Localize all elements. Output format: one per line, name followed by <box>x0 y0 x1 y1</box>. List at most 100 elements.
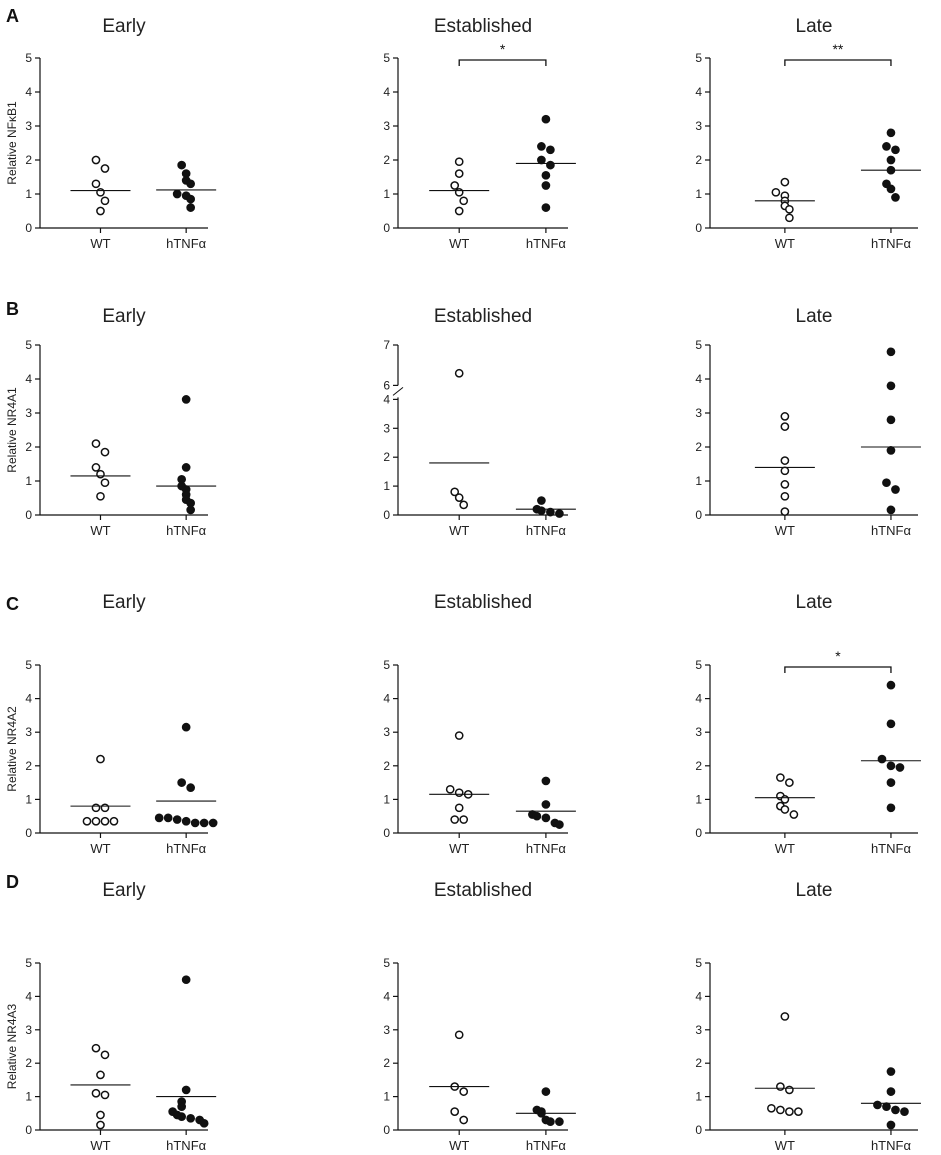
x-category-label: WT <box>90 841 110 856</box>
data-point-wt <box>91 439 101 448</box>
panel-4-1: D Early Relative NR4A3 0 1 2 3 4 5 WT hTNFα <box>5 872 217 1153</box>
y-tick-label: 2 <box>383 759 390 773</box>
y-tick-label: 4 <box>383 692 390 706</box>
data-point-wt <box>100 1050 110 1060</box>
x-category-label: WT <box>775 841 795 856</box>
data-point-htnfa <box>186 505 196 515</box>
data-point-htnfa <box>541 114 551 124</box>
y-tick-label: 4 <box>695 989 702 1003</box>
panel-title: Established <box>434 880 532 901</box>
y-tick-label: 3 <box>25 1023 32 1037</box>
y-tick-label: 3 <box>695 406 702 420</box>
panel-2-1: B Early Relative NR4A1 0 1 2 3 4 5 WT hTNFα <box>5 299 217 538</box>
y-tick-label: 4 <box>383 85 390 99</box>
data-point-htnfa <box>886 415 896 425</box>
data-point-htnfa <box>886 680 896 690</box>
panel-title: Late <box>796 306 833 327</box>
data-point-wt <box>96 491 105 501</box>
data-point-wt <box>454 803 464 813</box>
y-tick-label: 1 <box>25 474 32 488</box>
data-point-htnfa <box>555 820 564 829</box>
y-tick-label: 0 <box>695 508 702 522</box>
data-point-wt <box>454 187 464 197</box>
data-point-wt <box>780 422 790 431</box>
data-point-htnfa <box>181 722 191 732</box>
data-point-htnfa <box>181 463 191 472</box>
data-point-htnfa <box>891 485 900 494</box>
x-category-label: hTNFα <box>871 841 912 856</box>
data-point-htnfa <box>181 816 191 826</box>
y-tick-label: 0 <box>383 1123 390 1137</box>
y-tick-label: 0 <box>383 826 390 840</box>
data-point-wt <box>91 816 101 826</box>
data-point-wt <box>454 368 464 378</box>
data-point-htnfa <box>190 818 200 828</box>
y-axis-label: Relative NFκB1 <box>5 101 19 185</box>
y-axis-label: Relative NR4A3 <box>5 1003 19 1089</box>
data-point-htnfa <box>886 1067 896 1076</box>
x-category-label: hTNFα <box>526 236 567 251</box>
y-tick-label: 6 <box>383 378 390 392</box>
data-point-htnfa <box>891 145 900 155</box>
data-point-wt <box>100 816 110 826</box>
data-point-htnfa <box>882 1102 891 1111</box>
panel-3-1: C Early Relative NR4A2 0 1 2 3 4 5 WT hTNFα <box>5 592 218 856</box>
panel-3-2: Established 0 1 2 3 4 5 WT hTNFα <box>383 592 576 856</box>
panel-1-3: Late 0 1 2 3 4 5 WT hTNFα ** <box>695 16 921 251</box>
y-tick-label: 0 <box>25 826 32 840</box>
data-point-htnfa <box>541 776 551 786</box>
data-point-htnfa <box>154 813 164 823</box>
data-point-wt <box>459 196 469 206</box>
data-point-htnfa <box>537 142 546 151</box>
y-tick-label: 2 <box>695 440 702 454</box>
axis-break-mark <box>392 387 404 396</box>
panel-2-3: Late 0 1 2 3 4 5 WT hTNFα <box>695 306 921 538</box>
data-point-wt <box>454 206 464 216</box>
y-tick-label: 1 <box>383 479 390 493</box>
x-category-label: WT <box>449 236 469 251</box>
data-point-wt <box>91 155 101 165</box>
y-tick-label: 0 <box>25 1123 32 1137</box>
data-point-wt <box>785 204 794 214</box>
y-tick-label: 1 <box>25 1090 32 1104</box>
y-tick-label: 2 <box>25 440 32 454</box>
x-category-label: hTNFα <box>871 1138 912 1153</box>
significance-label: * <box>835 648 841 664</box>
x-category-label: hTNFα <box>166 523 207 538</box>
y-tick-label: 3 <box>25 119 32 133</box>
data-point-wt <box>459 815 469 824</box>
data-point-htnfa <box>873 1100 882 1110</box>
data-point-htnfa <box>177 778 187 787</box>
x-category-label: WT <box>449 1138 469 1153</box>
data-point-wt <box>776 1105 785 1115</box>
y-tick-label: 1 <box>695 1090 702 1104</box>
data-point-wt <box>789 810 799 819</box>
panel-title: Early <box>102 306 146 327</box>
y-tick-label: 2 <box>695 759 702 773</box>
y-tick-label: 5 <box>25 51 32 65</box>
data-point-wt <box>91 463 101 472</box>
y-tick-label: 5 <box>25 956 32 970</box>
y-tick-label: 3 <box>383 725 390 739</box>
panel-4-3: Late 0 1 2 3 4 5 WT hTNFα <box>695 880 921 1153</box>
data-point-htnfa <box>541 203 551 212</box>
data-point-htnfa <box>199 1118 209 1128</box>
data-point-wt <box>459 1087 469 1096</box>
data-point-htnfa <box>541 1087 551 1096</box>
panel-2-2: Established 0 1 2 3 46 7 WT hTNFα <box>383 306 576 538</box>
data-point-wt <box>96 1120 105 1130</box>
y-tick-label: 0 <box>695 1123 702 1137</box>
data-point-htnfa <box>199 818 209 828</box>
x-category-label: WT <box>449 841 469 856</box>
y-tick-label: 4 <box>383 392 390 406</box>
data-point-wt <box>780 1012 790 1021</box>
data-point-wt <box>776 1082 785 1091</box>
y-tick-label: 4 <box>695 692 702 706</box>
data-point-wt <box>96 1070 105 1080</box>
data-point-htnfa <box>541 800 551 809</box>
x-category-label: WT <box>775 1138 795 1153</box>
data-point-wt <box>454 169 464 178</box>
panel-1-1: A Early Relative NFκB1 0 1 2 3 4 5 WT hTNFα <box>5 6 217 251</box>
y-tick-label: 2 <box>25 153 32 167</box>
